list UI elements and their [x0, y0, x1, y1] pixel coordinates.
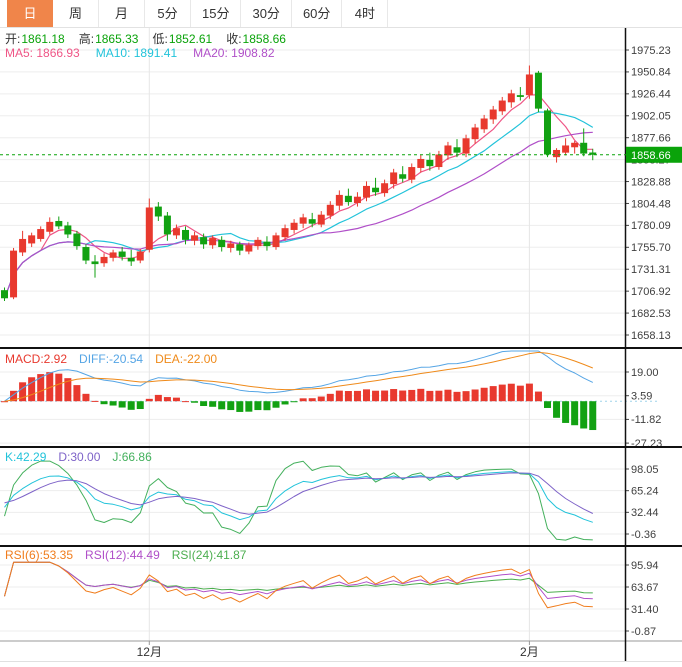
- svg-text:95.94: 95.94: [631, 560, 659, 572]
- svg-text:1706.92: 1706.92: [631, 286, 671, 298]
- tab-30分[interactable]: 30分: [241, 0, 292, 27]
- svg-text:19.00: 19.00: [631, 367, 659, 379]
- tab-周[interactable]: 周: [53, 0, 99, 27]
- svg-text:1926.44: 1926.44: [631, 89, 671, 101]
- macd-histogram: [1, 372, 597, 431]
- rsi-axis: 95.94 63.67 31.40 -0.87: [625, 560, 659, 638]
- svg-text:1658.13: 1658.13: [631, 330, 671, 342]
- macd-axis: 19.00 3.59 -11.82 -27.23: [625, 367, 662, 450]
- gridlines: [0, 28, 625, 641]
- svg-text:31.40: 31.40: [631, 604, 659, 616]
- svg-text:-11.82: -11.82: [631, 414, 661, 426]
- candlesticks: [1, 65, 597, 301]
- tab-15分[interactable]: 15分: [191, 0, 242, 27]
- svg-text:1731.31: 1731.31: [631, 264, 671, 276]
- price-axis: 1975.231950.841926.441902.051877.661853.…: [625, 45, 671, 342]
- tab-日[interactable]: 日: [7, 0, 53, 27]
- svg-text:-27.23: -27.23: [631, 438, 662, 450]
- tab-60分[interactable]: 60分: [292, 0, 343, 27]
- svg-text:12月: 12月: [137, 645, 162, 659]
- svg-text:1828.88: 1828.88: [631, 176, 671, 188]
- svg-text:32.44: 32.44: [631, 507, 659, 519]
- svg-text:1950.84: 1950.84: [631, 67, 671, 79]
- svg-text:1975.23: 1975.23: [631, 45, 671, 57]
- svg-text:1804.48: 1804.48: [631, 198, 671, 210]
- svg-text:1755.70: 1755.70: [631, 242, 671, 254]
- svg-text:-0.87: -0.87: [631, 626, 656, 638]
- svg-text:63.67: 63.67: [631, 582, 659, 594]
- svg-text:2月: 2月: [520, 645, 539, 659]
- svg-text:1902.05: 1902.05: [631, 111, 671, 123]
- svg-text:1780.09: 1780.09: [631, 220, 671, 232]
- svg-text:65.24: 65.24: [631, 485, 659, 497]
- svg-text:1877.66: 1877.66: [631, 132, 671, 144]
- kdj-axis: 98.05 65.24 32.44 -0.36: [625, 464, 659, 541]
- tab-月[interactable]: 月: [99, 0, 145, 27]
- tab-4时[interactable]: 4时: [342, 0, 389, 27]
- svg-text:-0.36: -0.36: [631, 529, 656, 541]
- svg-text:98.05: 98.05: [631, 464, 659, 476]
- svg-text:3.59: 3.59: [631, 391, 652, 403]
- panel-separators: [0, 28, 682, 662]
- timeframe-tab-bar: 日周月 5分 15分 30分 60分 4时: [0, 0, 682, 28]
- current-price-marker: 1858.66: [0, 146, 682, 163]
- svg-text:1682.53: 1682.53: [631, 308, 671, 320]
- tab-5分[interactable]: 5分: [145, 0, 191, 27]
- svg-text:1858.66: 1858.66: [631, 150, 671, 162]
- indicator-lines: [3, 94, 594, 609]
- x-axis-labels: 12月 2月: [137, 641, 539, 659]
